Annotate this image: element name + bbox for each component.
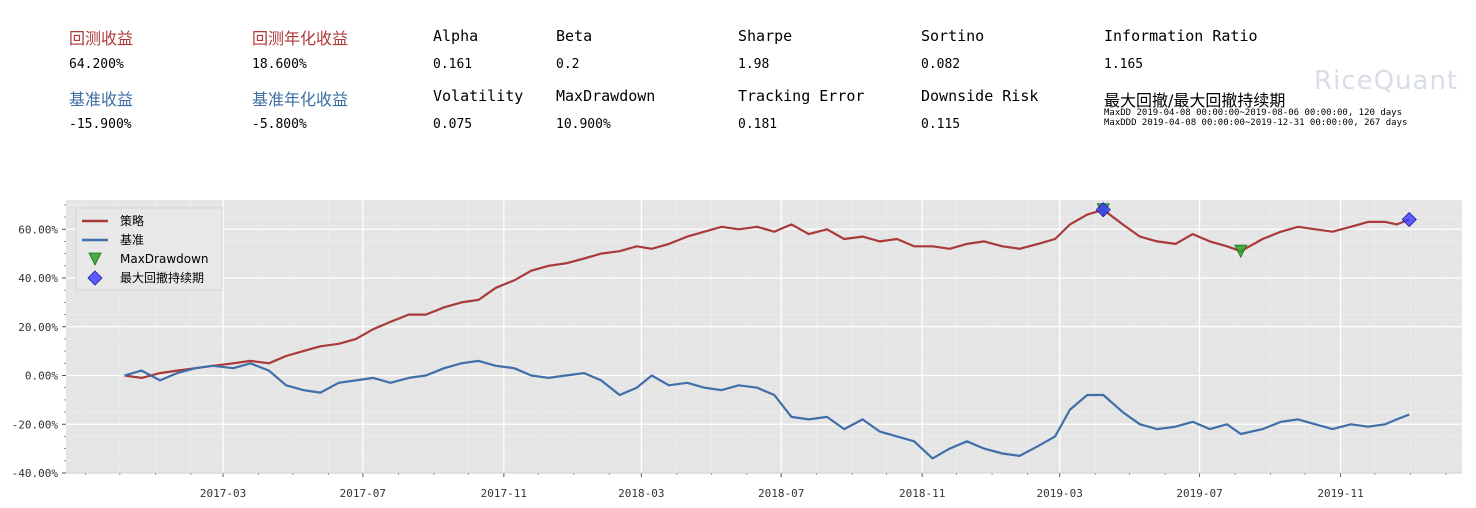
metric-value-benchmark-annual-return: -5.800% [252,117,307,132]
metric-value-max-drawdown: 10.900% [556,117,611,132]
metric-value-total-return: 64.200% [69,57,124,72]
legend-item-maxdrawdown-label: MaxDrawdown [120,252,209,266]
x-tick-label: 2017-07 [340,487,386,500]
metric-label-information-ratio: Information Ratio [1104,27,1258,45]
legend-item-maxdrawdown-swatch [88,252,102,266]
metric-label-tracking-error: Tracking Error [738,87,865,105]
legend-item-drawdown-duration-label: 最大回撤持续期 [120,270,204,285]
y-tick-label: 40.00% [18,272,58,285]
y-tick-label: 0.00% [25,370,58,383]
x-tick-label: 2019-07 [1176,487,1222,500]
x-tick-label: 2018-11 [899,487,945,500]
metric-value-downside-risk: 0.115 [921,117,961,132]
x-axis: 2017-03 2017-07 2017-11 2018-03 2018-07 2018-… [66,472,1462,500]
ricequant-watermark-logo: RiceQuant [1314,66,1459,96]
y-tick-label: 60.00% [18,223,58,236]
series-layer [124,208,1410,460]
legend-item-strategy-label: 策略 [120,213,144,228]
metric-label-annual-return: 回测年化收益 [252,29,349,48]
metric-label-volatility: Volatility [433,87,524,105]
drawdown-info-label: 最大回撤/最大回撤持续期 [1104,91,1286,110]
metric-label-benchmark-annual-return: 基准年化收益 [252,90,349,109]
y-tick-label: -20.00% [12,418,59,431]
maxddd-note: MaxDDD 2019-04-08 00:00:00~2019-12-31 00… [1104,118,1408,128]
metric-value-sortino: 0.082 [921,57,961,72]
maxdrawdown-marker [1234,244,1248,259]
drawdown-duration-marker [1401,211,1417,228]
metric-value-annual-return: 18.600% [252,57,307,72]
strategy-line [124,208,1410,379]
x-tick-label: 2019-11 [1317,487,1363,500]
maxdd-note: MaxDD 2019-04-08 00:00:00~2019-08-06 00:… [1104,108,1403,118]
marker-layer [1095,202,1417,259]
x-tick-label: 2019-03 [1037,487,1083,500]
x-tick-label: 2018-03 [618,487,664,500]
y-axis: 60.00% 40.00% 20.00% 0.00% -20.00% -40.00% [12,204,66,480]
benchmark-line [124,359,1410,460]
x-tick-label: 2017-11 [481,487,527,500]
metric-value-alpha: 0.161 [433,57,473,72]
metric-label-sortino: Sortino [921,27,985,45]
plot-area [66,200,1462,473]
metric-value-information-ratio: 1.165 [1104,57,1144,72]
metric-label-benchmark-return: 基准收益 [69,90,134,109]
metric-value-volatility: 0.075 [433,117,473,132]
metric-value-sharpe: 1.98 [738,57,770,72]
metric-value-tracking-error: 0.181 [738,117,778,132]
legend-item-benchmark-label: 基准 [120,233,144,247]
y-tick-label: -40.00% [12,467,59,480]
y-tick-label: 20.00% [18,321,58,334]
drawdown-duration-marker [1095,202,1111,218]
metric-label-sharpe: Sharpe [738,27,793,45]
metric-label-total-return: 回测收益 [69,29,134,48]
legend-item-drawdown-duration-swatch [87,270,103,286]
metric-value-beta: 0.2 [556,57,580,72]
x-tick-label: 2018-07 [758,487,804,500]
metric-label-downside-risk: Downside Risk [921,87,1039,105]
metric-value-benchmark-return: -15.900% [69,117,132,132]
metric-label-max-drawdown: MaxDrawdown [556,87,656,105]
metric-label-alpha: Alpha [433,27,479,45]
x-tick-label: 2017-03 [200,487,246,500]
metric-label-beta: Beta [556,27,593,45]
